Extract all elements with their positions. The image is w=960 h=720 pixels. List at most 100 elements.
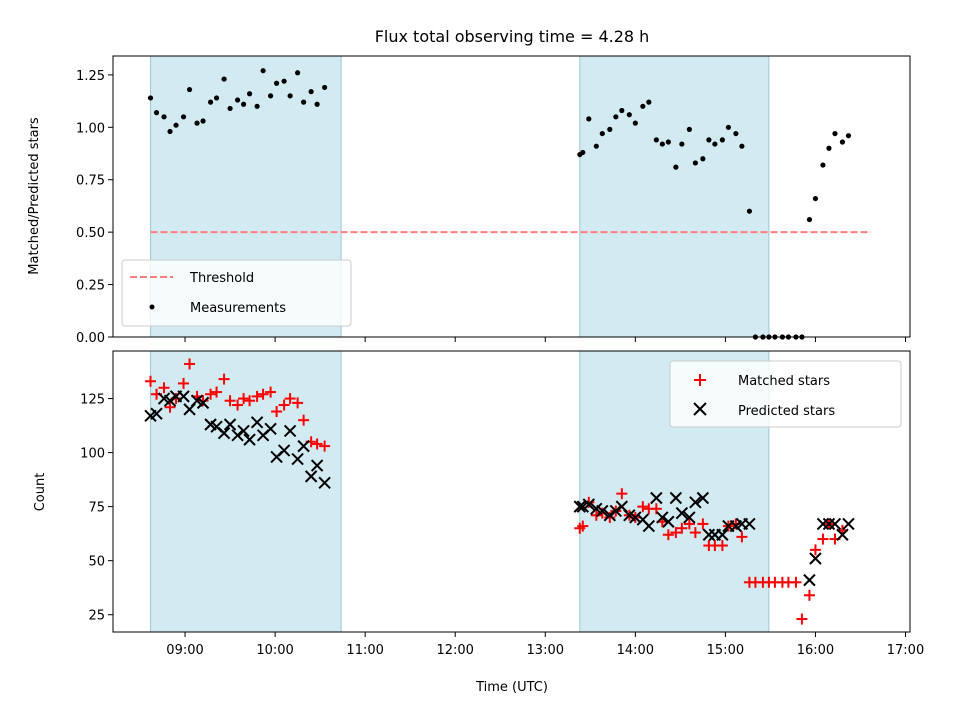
- top-series-0-point: [227, 105, 233, 112]
- bottom-series-0-point: [662, 529, 674, 541]
- bottom-series-0-point: [809, 544, 821, 556]
- top-series-0-point: [659, 141, 665, 147]
- bottom-series-0-point: [197, 395, 209, 407]
- bottom-ytick-label: 125: [80, 393, 105, 408]
- bottom-series-0-point: [790, 576, 802, 588]
- bottom-series-0-point: [238, 393, 250, 405]
- bottom-series-1-point: [582, 498, 596, 511]
- top-ytick-label: 1.00: [76, 121, 105, 136]
- bottom-series-1-point: [642, 519, 656, 533]
- bottom-series-1-point: [291, 452, 304, 466]
- bottom-series-1-point: [310, 459, 324, 472]
- x-axis-label: Time (UTC): [475, 680, 548, 695]
- bottom-series-0-point: [670, 527, 682, 539]
- bottom-series-1-point: [231, 429, 244, 442]
- bottom-series-1-point: [809, 552, 822, 565]
- chart-title: Flux total observing time = 4.28 h: [375, 27, 650, 46]
- top-series-0-point: [301, 99, 307, 105]
- bottom-series-0-point: [265, 386, 277, 398]
- bottom-series-0-point: [284, 393, 296, 405]
- bottom-series-0-point: [271, 406, 283, 418]
- bottom-series-1-point: [828, 517, 842, 531]
- bottom-series-1-point: [689, 496, 702, 509]
- bottom-series-0-point: [145, 375, 157, 387]
- top-ytick-label: 1.25: [76, 69, 105, 84]
- xtick-label: 11:00: [346, 643, 383, 658]
- top-series-0-point: [322, 84, 328, 91]
- top-series-0-point: [665, 139, 671, 145]
- top-series-0-point: [845, 133, 852, 139]
- top-series-0-point: [260, 68, 266, 74]
- top-series-0-point: [679, 141, 685, 147]
- bottom-series-1-point: [217, 426, 231, 440]
- top-series-0-point: [153, 110, 160, 116]
- bottom-series-1-point: [243, 433, 256, 446]
- bottom-series-0-point: [311, 438, 323, 450]
- bottom-series-1-point: [669, 491, 683, 505]
- top-ytick-label: 0.75: [76, 174, 105, 189]
- bottom-series-0-point: [676, 522, 688, 534]
- top-series-0-point: [712, 141, 718, 147]
- bottom-ytick-label: 100: [80, 447, 105, 462]
- legend-matched-label: Matched stars: [738, 374, 830, 389]
- top-series-0-point: [613, 114, 619, 120]
- top-series-0-point: [254, 103, 260, 109]
- bottom-series-1-point: [177, 390, 190, 403]
- top-series-0-point: [274, 80, 280, 86]
- bottom-series-1-point: [196, 396, 210, 410]
- top-series-0-point: [706, 137, 712, 143]
- top-ytick-label: 0.50: [76, 226, 105, 241]
- bottom-series-0-point: [178, 377, 190, 389]
- bottom-legend-box: [669, 360, 902, 428]
- xtick-label: 15:00: [707, 643, 744, 658]
- bottom-series-0-point: [158, 382, 170, 394]
- top-plot-area: 0.00 0.25 0.50 0.75 1.00 1.25: [76, 55, 911, 346]
- bottom-series-1-point: [803, 573, 816, 587]
- top-series-0-point: [692, 160, 698, 166]
- top-series-0-point: [686, 126, 692, 132]
- bottom-series-1-point: [609, 504, 623, 518]
- bottom-series-1-point: [596, 504, 609, 518]
- bottom-series-0-point: [292, 397, 304, 409]
- top-series-0-point: [725, 124, 731, 130]
- top-series-0-point: [673, 164, 679, 170]
- top-series-0-point: [194, 120, 200, 126]
- top-axes-frame: [112, 55, 911, 338]
- top-series-0-point: [640, 103, 646, 109]
- bottom-series-1-point: [603, 509, 617, 522]
- bottom-series-1-point: [237, 424, 250, 438]
- bottom-ytick-label: 75: [88, 501, 105, 516]
- top-series-0-point: [221, 76, 227, 82]
- bottom-axes-frame: [112, 350, 911, 633]
- xtick-label: 10:00: [256, 643, 293, 658]
- bottom-series-1-point: [150, 407, 163, 420]
- xtick-label: 16:00: [797, 643, 834, 658]
- top-series-0-point: [246, 91, 253, 97]
- bottom-series-1-point: [318, 476, 331, 490]
- bottom-series-0-point: [596, 507, 608, 519]
- bottom-series-0-point: [298, 414, 310, 426]
- bottom-ylabel: Count: [33, 473, 48, 512]
- bottom-series-1-point: [250, 416, 264, 429]
- bottom-series-0-point: [251, 390, 263, 402]
- bottom-series-1-point: [573, 500, 586, 513]
- xtick-label: 17:00: [887, 643, 924, 658]
- legend-measurements-label: Measurements: [190, 301, 286, 316]
- top-series-0-point: [287, 93, 293, 99]
- top-series-0-point: [180, 114, 187, 120]
- top-series-0-point: [839, 139, 846, 145]
- top-ytick-label: 0.00: [76, 331, 105, 346]
- top-series-0-point: [700, 156, 706, 162]
- top-series-0-point: [653, 137, 659, 143]
- top-series-0-point: [580, 149, 586, 156]
- top-ylabel: Matched/Predicted stars: [27, 117, 42, 275]
- bottom-series-1-point: [656, 511, 669, 524]
- top-series-0-point: [281, 78, 287, 84]
- bottom-series-0-point: [218, 373, 230, 385]
- bottom-series-0-point: [205, 388, 217, 400]
- bottom-series-1-point: [716, 528, 729, 541]
- top-series-0-point: [200, 118, 206, 124]
- xtick-label: 09:00: [166, 643, 203, 658]
- bottom-series-0-point: [817, 533, 829, 545]
- top-series-0-point: [308, 89, 314, 95]
